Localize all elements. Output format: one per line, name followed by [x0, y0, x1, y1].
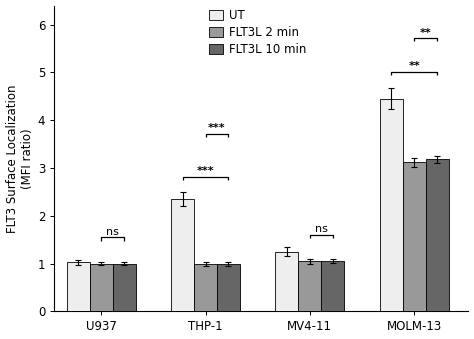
- Bar: [403, 162, 426, 312]
- Text: ns: ns: [315, 224, 328, 235]
- Bar: [275, 252, 299, 312]
- Bar: [426, 159, 448, 312]
- Legend: UT, FLT3L 2 min, FLT3L 10 min: UT, FLT3L 2 min, FLT3L 10 min: [205, 5, 310, 60]
- Text: ns: ns: [106, 227, 119, 237]
- Bar: [380, 99, 403, 312]
- Bar: [67, 262, 90, 312]
- Text: **: **: [420, 27, 431, 38]
- Bar: [217, 264, 240, 312]
- Bar: [113, 264, 136, 312]
- Bar: [90, 264, 113, 312]
- Text: **: **: [408, 61, 420, 71]
- Bar: [321, 261, 344, 312]
- Bar: [171, 199, 194, 312]
- Bar: [194, 264, 217, 312]
- Text: ***: ***: [208, 123, 226, 133]
- Y-axis label: FLT3 Surface Localization
(MFI ratio): FLT3 Surface Localization (MFI ratio): [6, 84, 34, 233]
- Bar: [299, 261, 321, 312]
- Text: ***: ***: [197, 166, 214, 176]
